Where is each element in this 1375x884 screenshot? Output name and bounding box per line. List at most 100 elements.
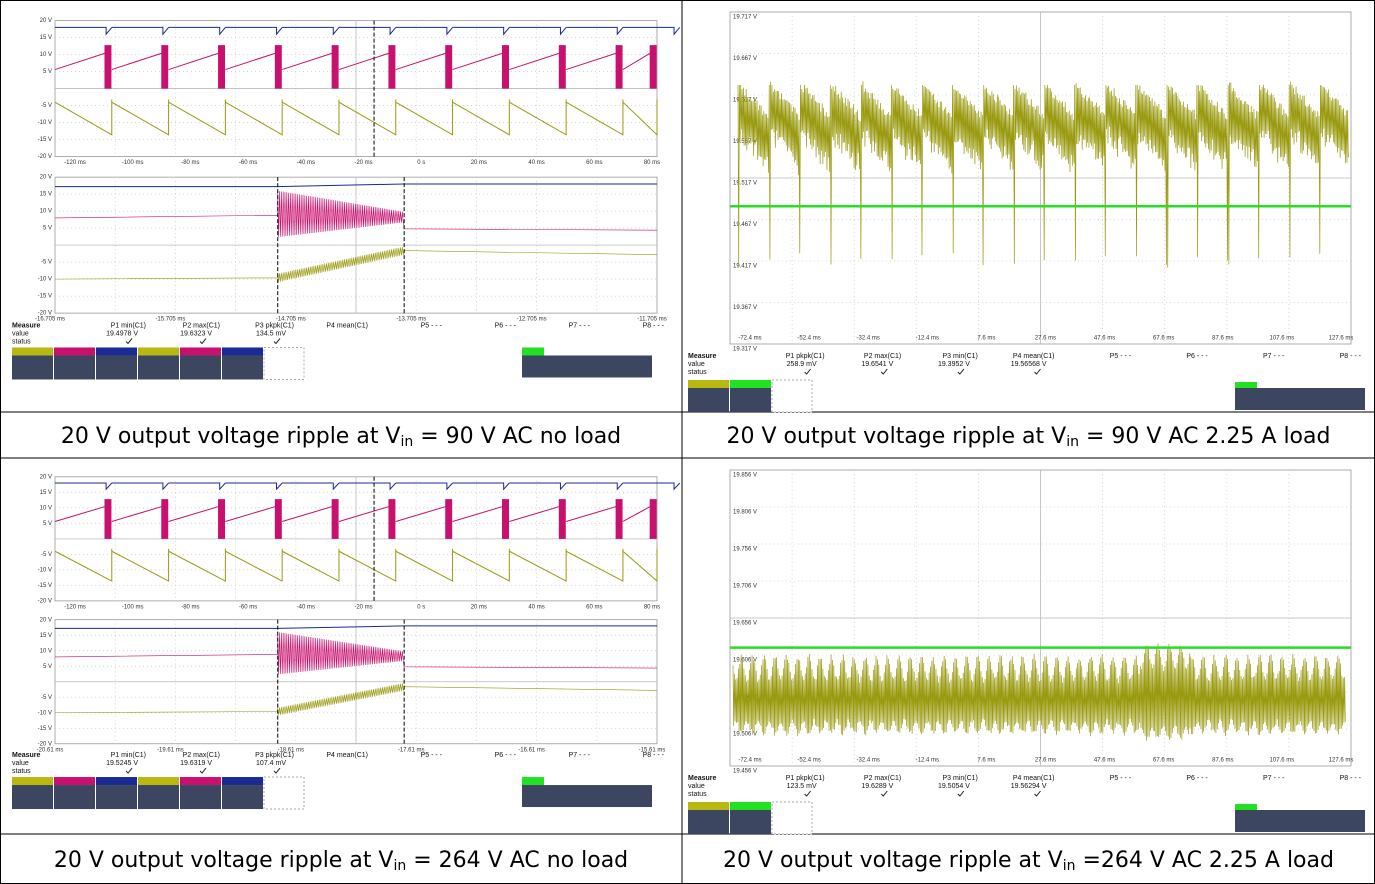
y-tick-label: 10 V [40, 648, 52, 654]
caption-text: = 90 V AC 2.25 A load [1079, 424, 1331, 449]
y-tick-label: 5 V [43, 521, 52, 527]
measure-value: 19.56294 V [1011, 783, 1047, 790]
x-tick-label: 107.6 ms [1270, 336, 1295, 342]
channel-box [264, 777, 304, 809]
channel-box [730, 810, 771, 834]
y-tick-label: -20 V [38, 598, 52, 604]
channel-box [54, 355, 95, 379]
measure-param: P5 - - - [421, 322, 443, 329]
y-tick-label: 20 V [40, 18, 52, 24]
status-check [881, 369, 887, 374]
x-tick-label: -40 ms [297, 604, 315, 610]
measure-row-label: value [688, 361, 705, 368]
x-tick-label: -40 ms [297, 160, 315, 166]
channel-box [12, 355, 53, 379]
y-tick-label: -5 V [41, 260, 52, 266]
x-tick-label: 40 ms [528, 604, 544, 610]
x-tick-label: -72.4 ms [738, 336, 761, 342]
channel-box [96, 777, 137, 785]
caption-subscript: in [401, 434, 414, 450]
y-tick-label: -20 V [38, 154, 52, 160]
channel-box [180, 785, 221, 809]
x-tick-label: -16.61 ms [518, 747, 545, 753]
caption-subscript: in [1066, 434, 1079, 450]
channel-box [96, 355, 137, 379]
caption-text: = 90 V AC no load [413, 424, 621, 449]
x-tick-label: 20 ms [471, 604, 487, 610]
measure-param: P5 - - - [1110, 353, 1132, 360]
measure-param: P6 - - - [495, 322, 517, 329]
x-tick-label: -80 ms [181, 160, 199, 166]
channel-box [96, 347, 137, 355]
measure-row-label: status [12, 338, 31, 345]
status-check [274, 768, 280, 773]
measure-title: Measure [688, 353, 717, 360]
y-tick-label: -5 V [41, 552, 52, 558]
y-tick-label: 15 V [40, 490, 52, 496]
measure-param: P1 min(C1) [111, 322, 146, 329]
x-tick-label: 27.6 ms [1035, 758, 1056, 764]
caption-text: =264 V AC 2.25 A load [1075, 848, 1334, 873]
x-tick-label: 67.6 ms [1153, 758, 1174, 764]
x-tick-label: -60 ms [239, 604, 257, 610]
x-tick-label: -32.4 ms [857, 758, 880, 764]
channel-box [138, 355, 179, 379]
x-tick-label: -20 ms [354, 160, 372, 166]
y-tick-label: 19.717 V [733, 15, 757, 21]
y-tick-label: -10 V [38, 277, 52, 283]
measure-value: 19.6289 V [861, 783, 893, 790]
x-tick-label: -80 ms [181, 604, 199, 610]
x-tick-label: -20 ms [354, 604, 372, 610]
x-tick-label: 27.6 ms [1035, 336, 1056, 342]
measure-row-label: value [12, 330, 29, 337]
measure-param: P4 mean(C1) [326, 752, 368, 759]
x-tick-label: -15.705 ms [155, 317, 185, 323]
channel-box [222, 347, 263, 355]
y-tick-label: -10 V [38, 567, 52, 573]
measure-row-label: value [688, 783, 705, 790]
measure-value: 19.4978 V [106, 330, 138, 337]
x-tick-label: 0 s [417, 604, 425, 610]
x-tick-label: 127.6 ms [1329, 758, 1354, 764]
channel-box [96, 785, 137, 809]
measure-value: 19.6319 V [180, 760, 212, 767]
channel-box [180, 355, 221, 379]
status-check [805, 369, 811, 374]
document: 20 V15 V10 V5 V-5 V-10 V-15 V-20 V-120 m… [0, 0, 1375, 884]
x-tick-label: 7.6 ms [977, 336, 995, 342]
caption-text: 20 V output voltage ripple at V [723, 848, 1063, 873]
channel-box [138, 777, 179, 785]
caption-text: 20 V output voltage ripple at V [54, 848, 394, 873]
status-check [1035, 369, 1041, 374]
y-tick-label: 5 V [43, 69, 52, 75]
measure-param: P8 - - - [643, 752, 665, 759]
timebase-box [1235, 388, 1365, 410]
status-check [200, 768, 206, 773]
y-tick-label: -15 V [38, 726, 52, 732]
status-check [958, 791, 964, 796]
measure-param: P4 mean(C1) [1013, 775, 1055, 782]
measure-param: P8 - - - [1340, 353, 1362, 360]
caption-subscript: in [1063, 858, 1076, 874]
caption: 20 V output voltage ripple at Vin =264 V… [723, 848, 1334, 874]
measure-row-label: status [12, 768, 31, 775]
x-tick-label: 60 ms [586, 160, 602, 166]
y-tick-label: -10 V [38, 120, 52, 126]
status-check [1035, 791, 1041, 796]
y-tick-label: -15 V [38, 137, 52, 143]
measure-param: P7 - - - [1263, 353, 1285, 360]
y-tick-label: 19.656 V [733, 621, 757, 627]
caption-text: = 264 V AC no load [406, 848, 628, 873]
x-tick-label: -12.4 ms [916, 758, 939, 764]
x-tick-label: 0 s [417, 160, 425, 166]
measure-param: P3 min(C1) [942, 775, 977, 782]
caption: 20 V output voltage ripple at Vin = 90 V… [61, 424, 621, 450]
x-tick-label: 67.6 ms [1153, 336, 1174, 342]
measure-title: Measure [12, 322, 41, 329]
timebase-box [522, 355, 652, 377]
measure-param: P3 pkpk(C1) [255, 752, 294, 759]
measure-param: P2 max(C1) [183, 322, 220, 329]
channel-box [772, 380, 812, 412]
y-tick-label: 19.417 V [733, 264, 757, 270]
measure-param: P5 - - - [421, 752, 443, 759]
